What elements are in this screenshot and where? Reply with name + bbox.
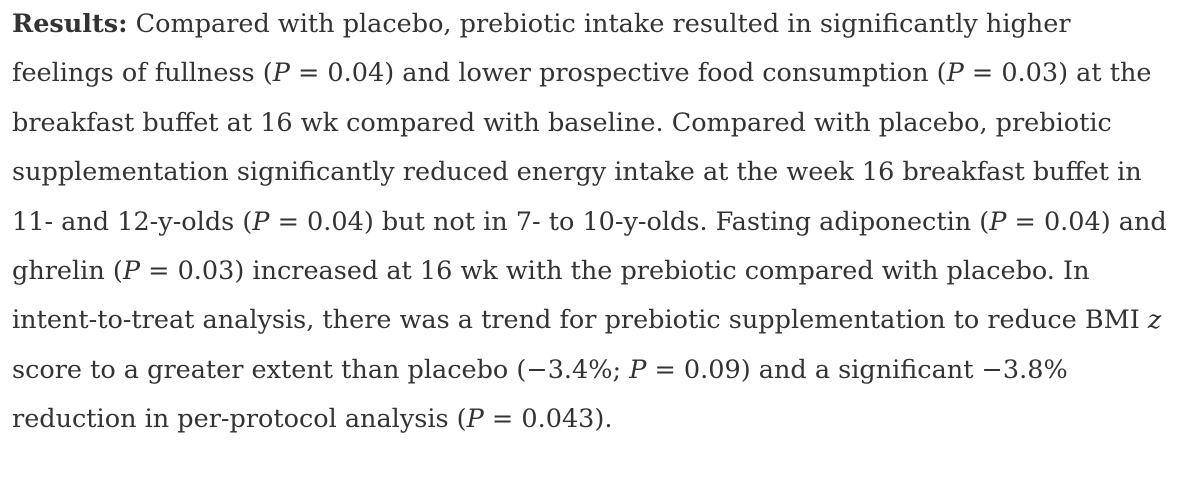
italic-run: P xyxy=(122,256,140,287)
text-run: = 0.043). xyxy=(483,404,613,435)
text-run: = 0.03) at the breakfast buffet at 16 wk… xyxy=(12,58,1152,237)
italic-run: P xyxy=(946,58,964,89)
italic-run: P xyxy=(252,206,270,237)
italic-run: z xyxy=(1147,305,1162,336)
text-run: Compared with placebo, prebiotic intake … xyxy=(12,9,1071,89)
text-run: = 0.04) and ghrelin ( xyxy=(12,206,1167,287)
italic-run: P xyxy=(272,58,290,89)
italic-run: P xyxy=(466,404,484,435)
text-run: = 0.04) but not in 7- to 10-y-olds. Fast… xyxy=(269,206,990,237)
text-run: = 0.09) and a significant −3.8% reductio… xyxy=(12,354,1068,435)
label: Results: xyxy=(12,9,128,39)
text-run: score to a greater extent than placebo (… xyxy=(12,354,630,385)
italic-run: P xyxy=(989,206,1007,237)
results-paragraph: Results: Compared with placebo, prebioti… xyxy=(12,9,1167,435)
italic-run: P xyxy=(629,354,647,385)
text-run: = 0.03) increased at 16 wk with the preb… xyxy=(12,256,1148,336)
text-run: = 0.04) and lower prospective food consu… xyxy=(289,58,947,89)
